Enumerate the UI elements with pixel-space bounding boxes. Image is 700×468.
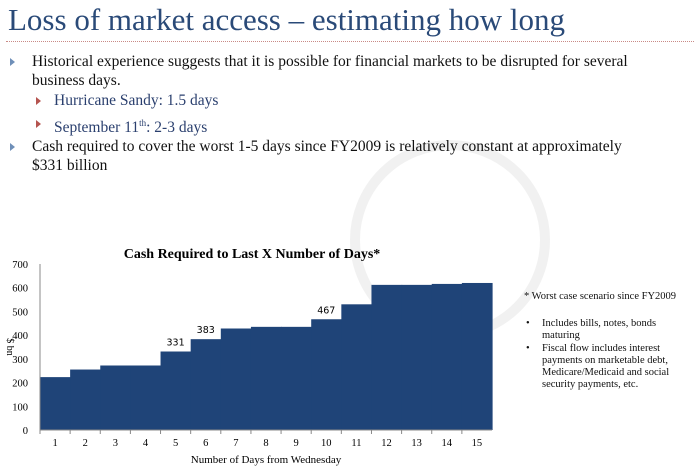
y-axis-label: $ bn [4, 338, 15, 356]
chart-title: Cash Required to Last X Number of Days* [124, 247, 381, 262]
x-tick-label: 9 [294, 438, 299, 449]
bar-day-15 [461, 282, 493, 430]
bar-day-14 [431, 283, 463, 430]
x-tick-label: 5 [173, 438, 178, 449]
bar-day-13 [401, 284, 433, 430]
data-label: 467 [317, 305, 335, 316]
bar-day-9 [281, 326, 312, 430]
note-item-1: • Includes bills, notes, bonds maturing [526, 318, 696, 342]
bullet-2-line2: $331 billion [32, 157, 108, 174]
bullet-arrow-icon [10, 58, 15, 66]
title-divider [6, 41, 694, 42]
y-tick-label: 100 [12, 402, 28, 413]
x-tick-label: 13 [411, 438, 422, 449]
y-tick-label: 500 [12, 307, 28, 318]
note-item-1-text: Includes bills, notes, bonds maturing [542, 318, 657, 341]
y-tick-label: 300 [12, 355, 28, 366]
data-label: 331 [167, 338, 185, 349]
x-tick-label: 6 [203, 438, 208, 449]
page-title: Loss of market access – estimating how l… [8, 2, 566, 37]
sept11-suffix: : 2-3 days [146, 119, 208, 137]
bar-day-6 [190, 339, 222, 430]
sub-bullet-arrow-icon [36, 97, 41, 105]
bullet-2-line1: Cash required to cover the worst 1-5 day… [32, 138, 622, 155]
x-tick-label: 10 [321, 438, 332, 449]
x-tick-label: 14 [442, 438, 453, 449]
note-bullet: • [526, 343, 530, 354]
sept11-prefix: September 11 [54, 119, 140, 137]
sept11-sup: th [139, 118, 147, 128]
bar-day-2 [70, 369, 101, 430]
bar-day-5 [160, 351, 192, 430]
y-tick-label: 0 [23, 426, 28, 437]
bullet-1-line1: Historical experience suggests that it i… [32, 53, 628, 70]
y-tick-label: 200 [12, 379, 28, 390]
bar-day-1 [40, 377, 71, 430]
x-tick-label: 15 [472, 438, 483, 449]
note-item-2: • Fiscal flow includes interest payments… [526, 343, 696, 391]
bar-day-7 [220, 328, 252, 430]
y-tick-label: 600 [12, 284, 28, 295]
bar-day-4 [130, 365, 162, 430]
sub-bullet-sandy: Hurricane Sandy: 1.5 days [54, 92, 219, 109]
bar-day-10 [311, 319, 342, 430]
x-tick-label: 1 [52, 438, 57, 449]
x-axis-label: Number of Days from Wednesday [191, 454, 342, 466]
sub-bullet-arrow-icon [36, 120, 41, 128]
x-tick-label: 2 [83, 438, 88, 449]
y-tick-label: 400 [12, 331, 28, 342]
note-asterisk: * Worst case scenario since FY2009 [524, 291, 677, 302]
sub-bullet-sept11: September 11th: 2-3 days [54, 114, 207, 137]
bullet-1-line2: business days. [32, 72, 121, 89]
x-tick-label: 11 [351, 438, 361, 449]
bar-day-3 [100, 365, 131, 430]
data-label: 383 [197, 325, 215, 336]
bullet-1: Historical experience suggests that it i… [32, 52, 628, 90]
bar-day-8 [250, 326, 282, 430]
x-tick-label: 3 [113, 438, 118, 449]
note-bullet: • [526, 318, 530, 329]
x-tick-label: 4 [143, 438, 149, 449]
x-tick-label: 8 [263, 438, 268, 449]
x-tick-label: 7 [233, 438, 238, 449]
bar-day-12 [371, 284, 403, 430]
bullet-2: Cash required to cover the worst 1-5 day… [32, 137, 622, 175]
y-tick-label: 700 [12, 260, 28, 271]
bullet-arrow-icon [10, 143, 15, 151]
note-item-2-text: Fiscal flow includes interest payments o… [542, 343, 670, 390]
x-tick-label: 12 [381, 438, 392, 449]
bar-day-11 [341, 304, 373, 430]
